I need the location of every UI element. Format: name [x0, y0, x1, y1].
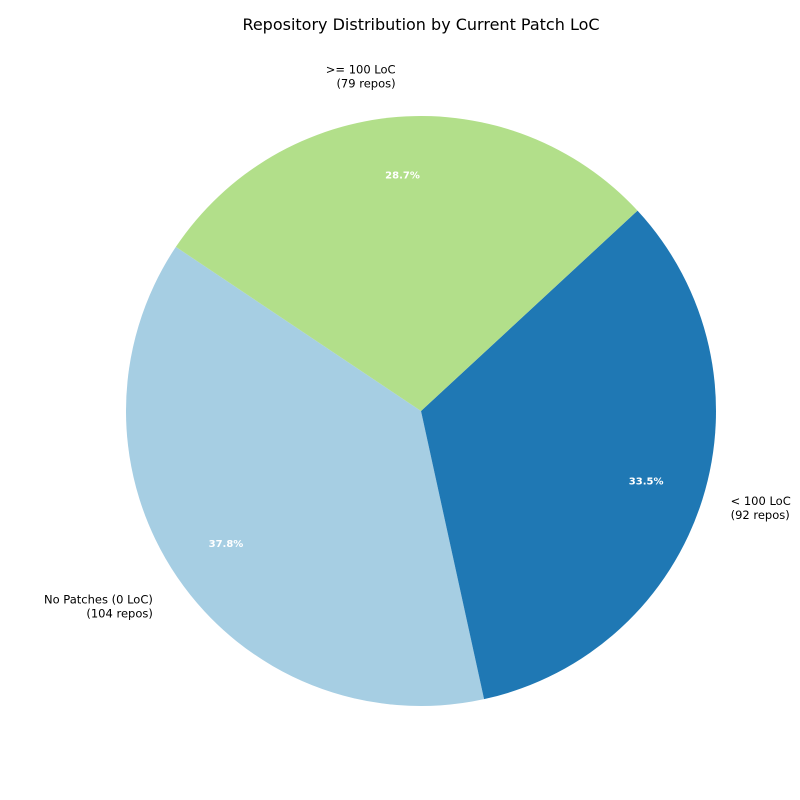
slice-label: No Patches (0 LoC) (104 repos)	[44, 593, 153, 621]
percent-label: 33.5%	[629, 477, 664, 488]
slice-label-name: No Patches (0 LoC)	[44, 593, 153, 607]
slice-label-name: < 100 LoC	[731, 494, 791, 508]
pie-slice-no-patches-0-loc	[125, 246, 485, 706]
pie-slice-100-loc	[421, 210, 717, 700]
slice-label: >= 100 LoC (79 repos)	[326, 62, 396, 90]
slice-label-count: (79 repos)	[336, 76, 395, 90]
pie-labels: 37.8% No Patches (0 LoC) (104 repos) 33.5% <…	[44, 62, 791, 620]
percent-label: 37.8%	[209, 539, 244, 550]
slice-label-count: (92 repos)	[731, 508, 790, 522]
percent-label: 28.7%	[385, 171, 420, 182]
slice-label-count: (104 repos)	[86, 607, 152, 621]
pie-slices	[125, 116, 717, 706]
slice-label: < 100 LoC (92 repos)	[731, 494, 791, 522]
chart-title: Repository Distribution by Current Patch…	[242, 15, 599, 34]
slice-label-name: >= 100 LoC	[326, 62, 396, 76]
pie-slice-100-loc	[175, 116, 638, 412]
